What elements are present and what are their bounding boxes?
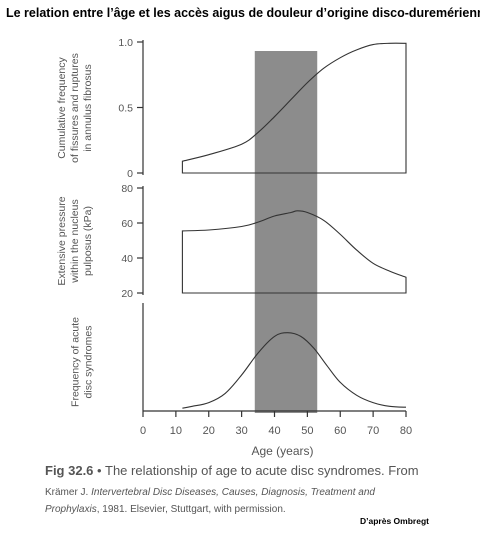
attribution: D’après Ombregt	[360, 516, 429, 526]
chart-figure: 0 0.5 1.0 Cumulative frequencyof fissures a…	[56, 37, 412, 458]
panel-pressure-ytick-label: 60	[121, 218, 133, 230]
caption-title: The relationship of age to acute disc sy…	[105, 463, 385, 478]
figure-caption: Fig 32.6 • The relationship of age to ac…	[45, 463, 465, 518]
caption-from: From	[388, 463, 419, 478]
panel-fissures-ytick-label: 1.0	[118, 37, 133, 49]
caption-publisher: , 1981. Elsevier, Stuttgart, with permis…	[96, 504, 286, 515]
series-pressure-line	[181, 210, 407, 294]
page-title: Le relation entre l’âge et les accès aig…	[6, 6, 480, 20]
panel-pressure-ytick-label: 80	[121, 183, 133, 195]
panel-fissures-ytick-label: 0	[127, 168, 133, 180]
x-tick-label: 60	[334, 425, 346, 437]
x-tick-label: 70	[367, 425, 379, 437]
figure-label: Fig 32.6	[45, 463, 94, 478]
caption-author: Krämer J.	[45, 487, 89, 498]
panel-fissures-ytick-label: 0.5	[118, 103, 133, 115]
x-axis-label: Age (years)	[251, 444, 313, 458]
panel-syndromes-ylabel: Frequency of acutedisc syndromes	[70, 317, 95, 407]
x-tick-label: 10	[170, 425, 182, 437]
panel-fissures-ylabel: Cumulative frequencyof fissures and rupt…	[56, 53, 94, 163]
x-tick-label: 50	[301, 425, 313, 437]
caption-source-title-cont: Prophylaxis	[45, 504, 97, 515]
x-tick-label: 80	[400, 425, 412, 437]
panel-pressure-ytick-label: 40	[121, 253, 133, 265]
series-fissures-line	[181, 42, 407, 174]
caption-bullet: •	[97, 463, 102, 478]
age-range-band	[254, 51, 318, 413]
panel-pressure-ylabel: Extensive pressurewithin the nucleuspulp…	[56, 196, 94, 285]
x-tick-label: 40	[268, 425, 280, 437]
x-tick-label: 30	[236, 425, 248, 437]
x-tick-label: 20	[203, 425, 215, 437]
caption-source-title: Intervertebral Disc Diseases, Causes, Di…	[91, 487, 375, 498]
series-syndromes-line	[182, 332, 407, 409]
x-tick-label: 0	[140, 425, 146, 437]
panel-pressure-ytick-label: 20	[121, 288, 133, 300]
